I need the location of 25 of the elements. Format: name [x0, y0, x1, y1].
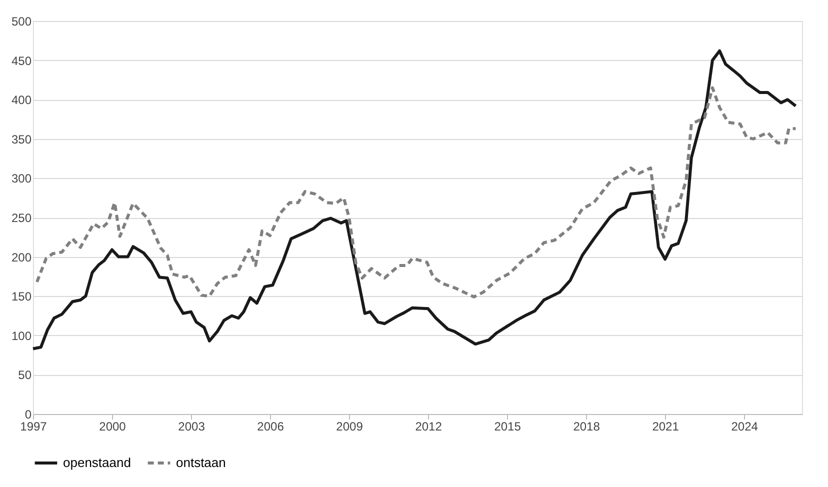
x-tick-label: 2024	[731, 420, 758, 434]
x-tick-label: 2006	[257, 420, 284, 434]
y-tick-label: 400	[11, 93, 32, 108]
x-tick-label: 2015	[494, 420, 522, 434]
x-tick-label: 2003	[178, 420, 206, 434]
y-tick-label: 300	[11, 172, 32, 186]
x-tick-label: 2021	[652, 420, 680, 434]
y-tick-label: 50	[18, 368, 32, 382]
y-tick-label: 500	[11, 14, 32, 28]
legend-label: openstaand	[63, 455, 131, 470]
y-tick-label: 0	[24, 408, 32, 422]
x-tick-label: 2009	[336, 420, 364, 434]
y-tick-label: 100	[11, 328, 32, 343]
x-tick-label: 2012	[415, 420, 442, 434]
x-tick-label: 2000	[99, 420, 126, 434]
y-tick-label: 350	[11, 132, 32, 146]
line-series	[32, 49, 798, 350]
y-tick-label: 200	[11, 250, 32, 264]
legend-label: ontstaan	[176, 455, 226, 470]
line-series	[35, 86, 798, 298]
y-tick-label: 250	[11, 211, 32, 225]
y-tick-label: 150	[11, 290, 32, 304]
y-tick-label: 450	[11, 54, 32, 68]
x-tick-label: 2018	[573, 420, 600, 434]
x-tick-label: 1997	[20, 420, 48, 434]
